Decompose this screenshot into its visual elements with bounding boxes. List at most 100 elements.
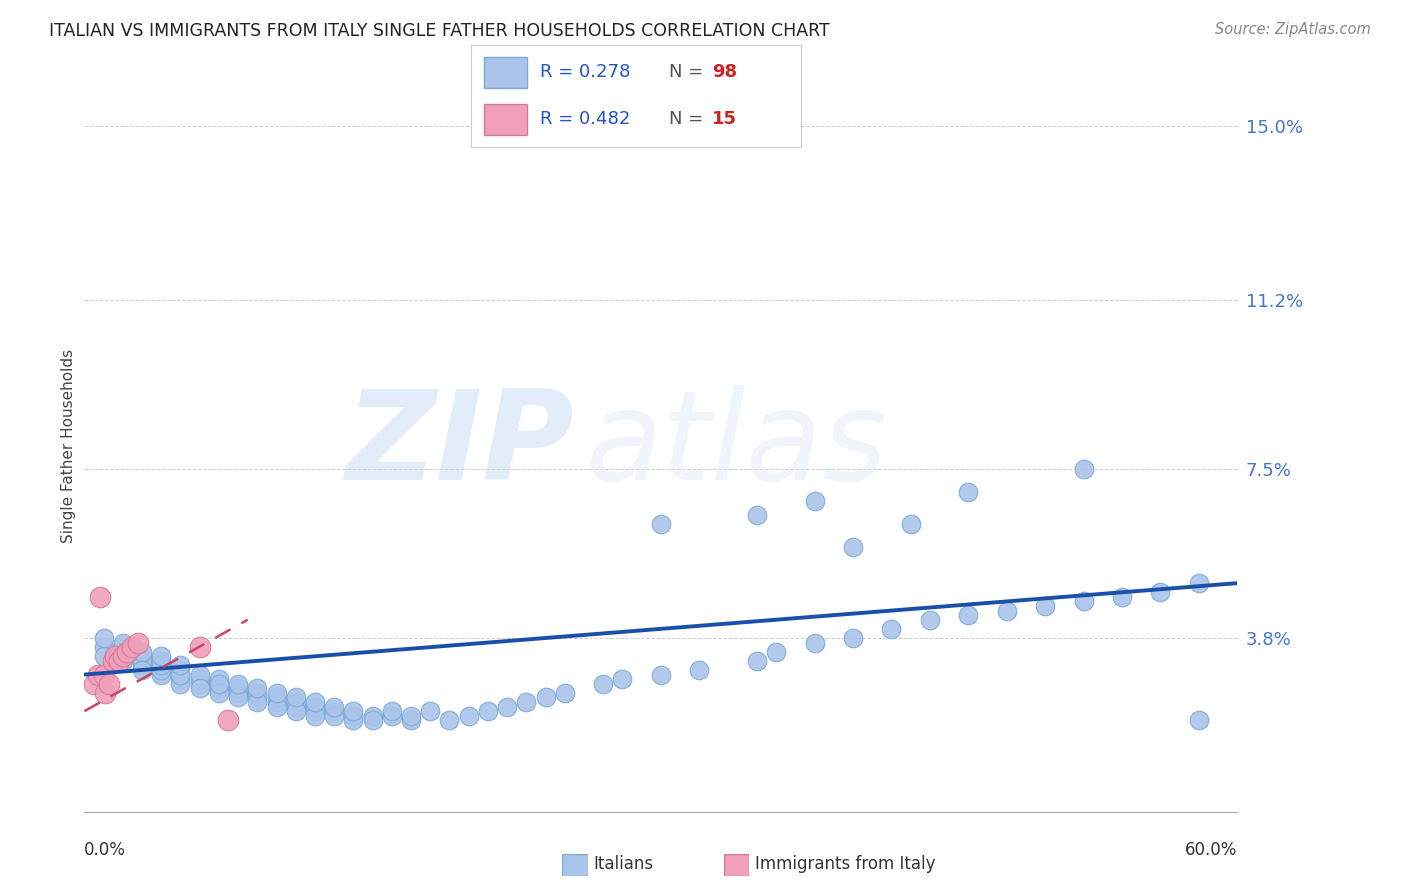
Point [304,708,326,723]
Point [765,645,787,659]
Point [87,667,110,681]
Point [496,699,519,714]
Point [104,649,127,664]
Point [880,622,903,636]
Point [284,690,307,705]
Text: 98: 98 [713,63,737,81]
Point [111,654,134,668]
Point [745,654,768,668]
Point [266,686,288,700]
Point [208,672,231,686]
Point [226,676,249,690]
Point [246,695,269,709]
Point [266,699,288,714]
Point [111,649,134,664]
Point [246,690,269,705]
Point [98,676,121,690]
Text: R = 0.482: R = 0.482 [540,111,631,128]
Point [361,708,384,723]
Point [995,604,1018,618]
Point [83,676,105,690]
Point [323,708,346,723]
Bar [484,104,527,135]
Point [226,690,249,705]
Point [169,676,191,690]
Point [457,708,479,723]
Point [1073,594,1095,608]
Text: atlas: atlas [586,385,889,507]
Point [284,699,307,714]
Point [284,695,307,709]
Text: ZIP: ZIP [346,385,575,507]
Point [93,631,115,645]
Point [304,704,326,718]
Point [150,663,173,677]
Point [342,714,364,728]
Point [89,590,111,604]
Point [361,714,384,728]
Point [650,516,672,531]
Point [304,699,326,714]
Point [399,714,422,728]
Point [957,608,980,623]
Point [399,708,422,723]
Point [188,667,211,681]
Point [208,681,231,696]
Point [169,672,191,686]
Text: N =: N = [669,111,703,128]
Point [266,695,288,709]
Point [900,516,922,531]
Point [131,649,153,664]
Point [342,708,364,723]
Point [477,704,499,718]
Point [131,663,153,677]
Point [246,686,269,700]
Point [918,613,941,627]
Text: Source: ZipAtlas.com: Source: ZipAtlas.com [1215,22,1371,37]
Point [592,676,614,690]
Point [381,708,404,723]
Point [218,714,240,728]
Point [612,672,634,686]
Point [131,654,153,668]
Y-axis label: Single Father Households: Single Father Households [60,349,76,543]
Point [150,649,173,664]
Point [111,635,134,649]
Bar [484,57,527,87]
Point [1188,714,1211,728]
Point [150,658,173,673]
Point [169,663,191,677]
Point [208,676,231,690]
Point [266,690,288,705]
Point [208,676,231,690]
Point [246,681,269,696]
Point [342,704,364,718]
Point [108,654,131,668]
Text: 60.0%: 60.0% [1185,841,1237,859]
Point [304,695,326,709]
Point [93,640,115,655]
Point [169,667,191,681]
Text: N =: N = [669,63,703,81]
Point [188,681,211,696]
Point [688,663,710,677]
Point [111,649,134,664]
Point [842,540,865,554]
Point [650,667,672,681]
Point [115,645,138,659]
Point [111,645,134,659]
Point [226,686,249,700]
Text: 0.0%: 0.0% [84,841,127,859]
Point [93,649,115,664]
Point [554,686,576,700]
Point [150,667,173,681]
Point [323,704,346,718]
Point [169,667,191,681]
Point [188,640,211,655]
Point [1111,590,1133,604]
Point [94,686,117,700]
Point [131,658,153,673]
Point [111,640,134,655]
Point [419,704,441,718]
Point [127,635,149,649]
